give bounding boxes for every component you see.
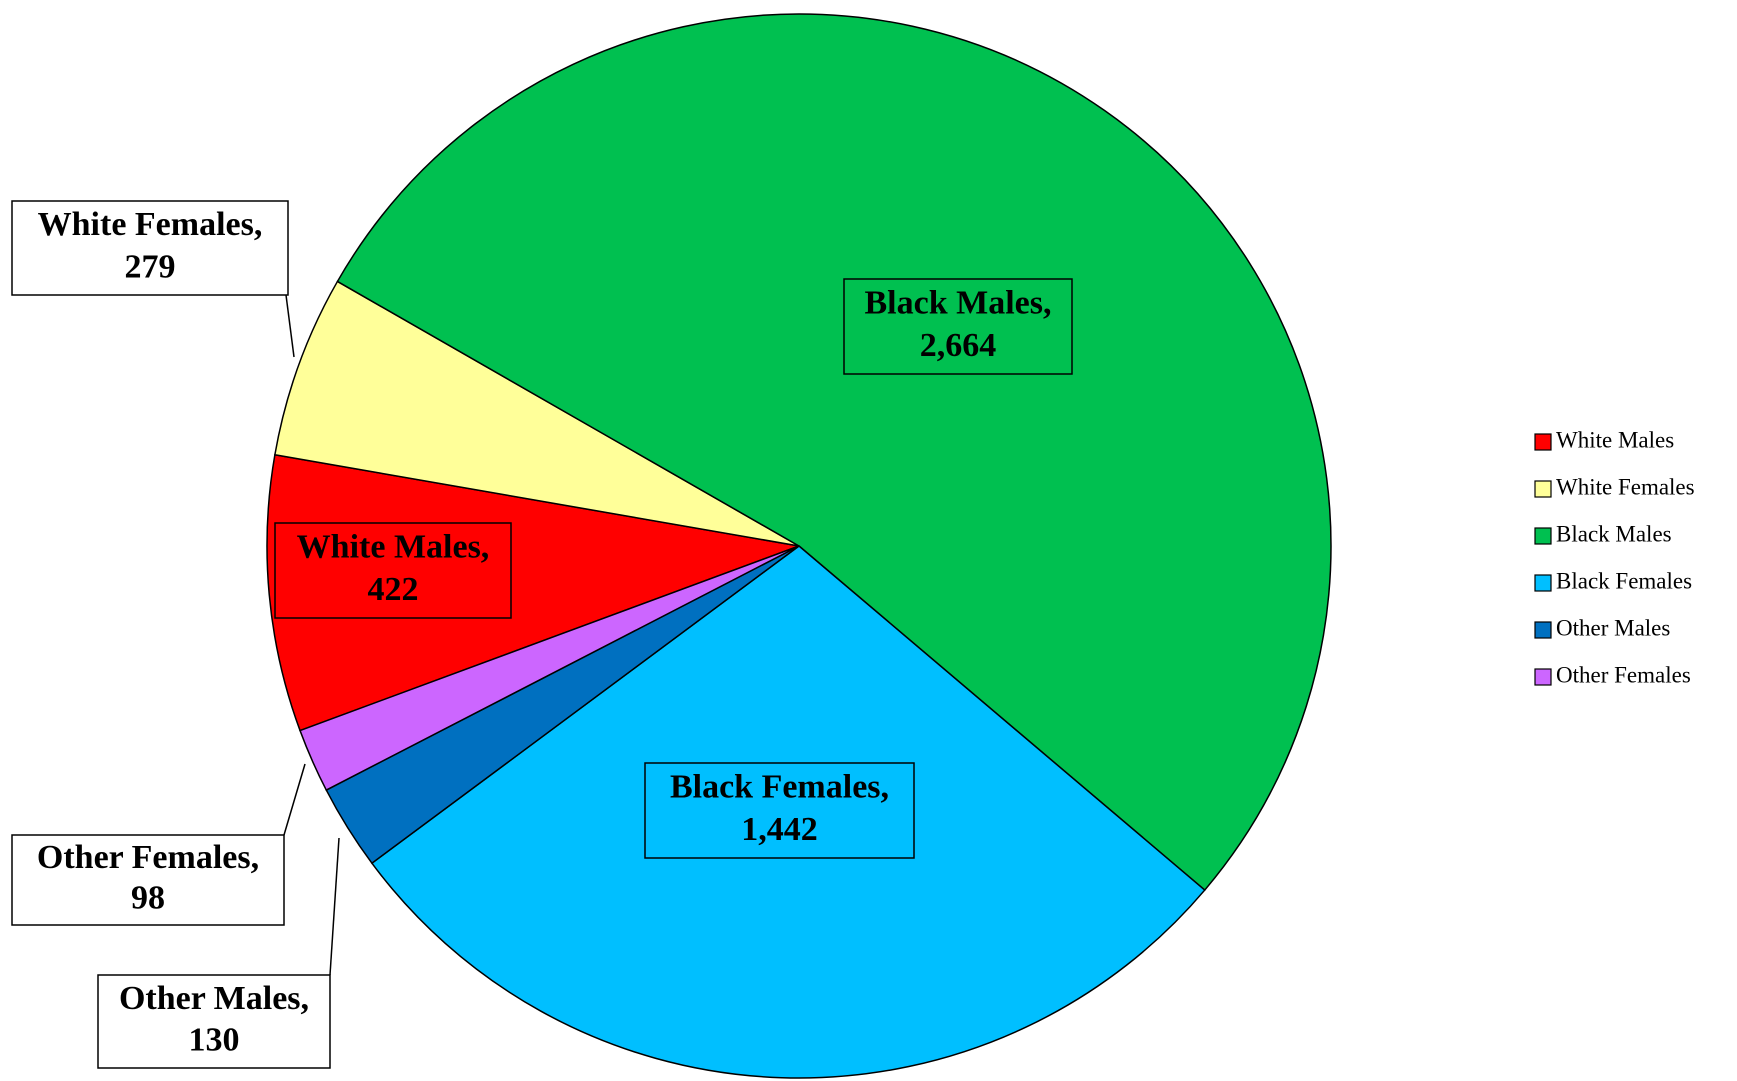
leader-line <box>283 763 306 836</box>
data-label-value: 1,442 <box>741 811 818 848</box>
legend-label: Other Males <box>1556 615 1670 640</box>
legend-label: White Females <box>1556 474 1695 499</box>
pie-slice <box>370 545 1206 1079</box>
data-label-value: 130 <box>189 1022 240 1059</box>
data-label-value: 98 <box>131 879 165 916</box>
data-label-name: White Females, <box>38 206 263 243</box>
legend-swatch <box>1534 433 1552 451</box>
leader-line <box>329 837 340 976</box>
legend-label: Other Females <box>1556 662 1691 687</box>
legend-label: White Males <box>1556 427 1674 452</box>
pie-slice <box>274 280 800 547</box>
data-label-name: Other Males, <box>119 980 309 1017</box>
data-label-name: Other Females, <box>37 839 259 876</box>
data-label-value: 2,664 <box>920 327 997 364</box>
legend-swatch <box>1534 527 1552 545</box>
data-label-value: 422 <box>368 571 419 608</box>
legend-swatch <box>1534 621 1552 639</box>
data-label-name: White Males, <box>297 528 490 565</box>
data-label-value: 279 <box>125 248 176 285</box>
label-box <box>11 200 289 296</box>
label-box <box>97 974 331 1069</box>
leader-line <box>285 294 295 358</box>
legend-swatch <box>1534 480 1552 498</box>
label-box <box>274 522 512 619</box>
label-box <box>843 278 1073 375</box>
data-label-name: Black Males, <box>865 284 1052 321</box>
legend-swatch <box>1534 574 1552 592</box>
pie-slice <box>336 13 1332 892</box>
data-label-name: Black Females, <box>670 768 889 805</box>
legend-label: Black Males <box>1556 521 1672 546</box>
legend-swatch <box>1534 668 1552 686</box>
label-box <box>644 762 915 859</box>
legend-label: Black Females <box>1556 568 1692 593</box>
label-box <box>11 834 285 926</box>
pie-slice <box>299 545 800 792</box>
